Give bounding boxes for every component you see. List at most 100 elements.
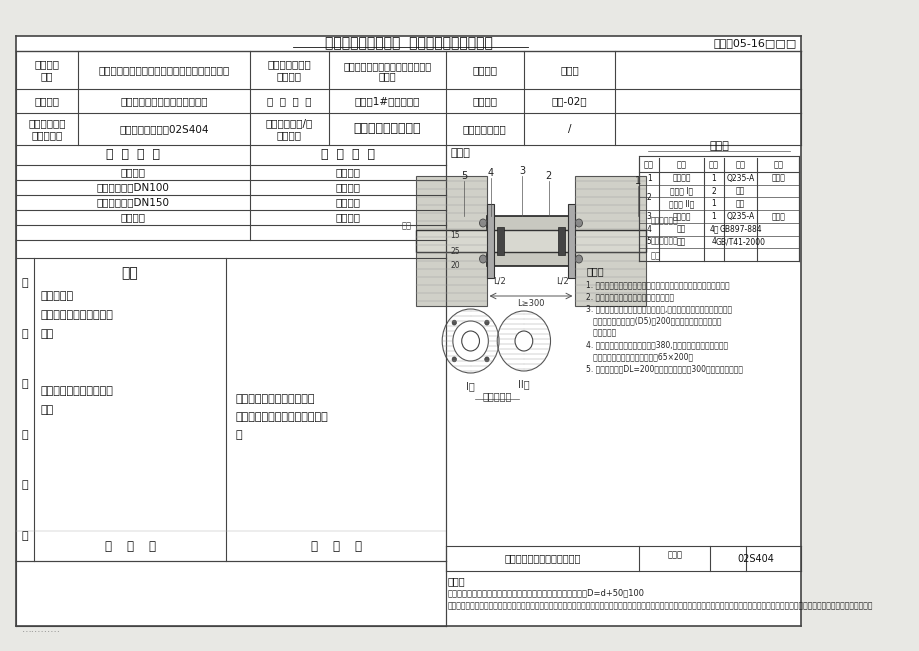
Text: 单位工程
名称: 单位工程 名称 [35, 59, 60, 81]
Text: 江克锦: 江克锦 [560, 65, 578, 75]
Text: 4: 4 [646, 225, 651, 234]
Text: 项目专业质量检查员（签: 项目专业质量检查员（签 [40, 310, 114, 320]
Text: 02S404: 02S404 [736, 553, 773, 564]
Text: 符合要求: 符合要求 [335, 212, 360, 223]
Text: 检: 检 [21, 278, 28, 288]
Text: 钢管: 钢管 [650, 251, 660, 260]
Text: GB/T41-2000: GB/T41-2000 [715, 238, 765, 247]
Bar [557, 227, 564, 255]
Text: 地下室1#梯区剪力墙: 地下室1#梯区剪力墙 [354, 96, 419, 106]
Circle shape [484, 320, 489, 325]
Text: 意: 意 [21, 480, 28, 490]
Text: 1. 套管填料材料：沥青麻丝、聚苯乙烯板、聚氯乙烯泡沫水管材料。: 1. 套管填料材料：沥青麻丝、聚苯乙烯板、聚氯乙烯泡沫水管材料。 [585, 280, 729, 289]
Text: 安装）: 安装） [378, 71, 395, 81]
Text: 4: 4 [487, 168, 494, 178]
Circle shape [574, 219, 582, 227]
Text: 备注: 备注 [773, 161, 782, 169]
Text: 年    月    日: 年 月 日 [311, 540, 361, 553]
Text: 20: 20 [450, 262, 460, 271]
Text: 钢管件: 钢管件 [770, 174, 784, 183]
Bar [415, 230, 646, 252]
Text: 2: 2 [646, 193, 651, 202]
Text: 结加厚，加厚部分的总长至少为65×200。: 结加厚，加厚部分的总长至少为65×200。 [585, 352, 692, 361]
Text: 符合要求: 符合要求 [335, 167, 360, 178]
Text: 仙岩街道农改房改造安装工程（楼平安置地块）: 仙岩街道农改房改造安装工程（楼平安置地块） [98, 65, 230, 75]
Bar [486, 216, 574, 266]
Text: 检  查  情  况: 检 查 情 况 [321, 148, 375, 161]
Text: L/2: L/2 [493, 277, 505, 286]
Text: 柔性防水套管DN100: 柔性防水套管DN100 [96, 182, 169, 193]
Text: 名）: 名） [40, 329, 54, 339]
Text: 简图：: 简图： [449, 148, 470, 158]
Text: 1: 1 [710, 212, 716, 221]
Text: 橡胶: 橡胶 [735, 199, 744, 208]
Text: 验: 验 [21, 380, 28, 389]
Text: 螺栓: 螺栓 [676, 225, 686, 234]
Text: 说明：: 说明： [585, 266, 603, 276]
Text: 分项工程名称/检
验批编号: 分项工程名称/检 验批编号 [266, 118, 312, 140]
Text: 数量: 数量 [709, 161, 718, 169]
Text: 检  查  项  目: 检 查 项 目 [106, 148, 160, 161]
Text: II截: II截 [517, 379, 529, 389]
Text: 密封圈 I型: 密封圈 I型 [669, 187, 692, 195]
Text: 密封圈 II型: 密封圈 II型 [668, 199, 694, 208]
Text: 符合要求: 符合要求 [335, 182, 360, 193]
Text: 2. 密封圈：聚氯磺丰素、聚四氟密封件。: 2. 密封圈：聚氯磺丰素、聚四氟密封件。 [585, 292, 674, 301]
Text: 编号：05-16□□□: 编号：05-16□□□ [713, 38, 797, 48]
Text: 管道穿地下室外围剪力墙，按图施工前财使刚性套管；套管直径D=d+50～100: 管道穿地下室外围剪力墙，按图施工前财使刚性套管；套管直径D=d+50～100 [447, 588, 644, 597]
Circle shape [451, 357, 456, 362]
Bar [496, 227, 504, 255]
Text: 项目专业技术负责人（签: 项目专业技术负责人（签 [40, 386, 114, 396]
Text: 套性道缘材料: 套性道缘材料 [650, 217, 678, 225]
Text: 名）: 名） [40, 405, 54, 415]
Text: 材料: 材料 [734, 161, 744, 169]
Text: 建筑给水、排水及采暖（排水管道: 建筑给水、排水及采暖（排水管道 [343, 61, 431, 71]
Text: 2: 2 [710, 187, 716, 195]
Text: 3: 3 [646, 212, 651, 221]
Text: 收: 收 [21, 430, 28, 439]
Circle shape [479, 255, 486, 263]
Text: 验  收  部  位: 验 收 部 位 [267, 96, 312, 106]
Text: 钢铸件: 钢铸件 [770, 212, 784, 221]
Text: 3. 套管管端处在通道混凝土墙截面处,固积两侧务必在混凝土墙面完成: 3. 套管管端处在通道混凝土墙截面处,固积两侧务必在混凝土墙面完成 [585, 304, 732, 313]
Text: 联系单号或日期: 联系单号或日期 [462, 124, 506, 134]
Text: 1: 1 [646, 174, 651, 183]
Text: 材料表: 材料表 [709, 141, 729, 151]
Circle shape [479, 219, 486, 227]
Circle shape [451, 320, 456, 325]
Text: ）: ） [235, 430, 242, 441]
Text: 橡胶: 橡胶 [735, 187, 744, 195]
Text: Q235-A: Q235-A [726, 212, 754, 221]
Text: 专业监理工程师（签名）：: 专业监理工程师（签名）： [235, 395, 314, 404]
Text: 4. 聚管板系混凝土墙厚度不少于380,否则应当增增一道加厚承托: 4. 聚管板系混凝土墙厚度不少于380,否则应当增增一道加厚承托 [585, 340, 727, 349]
Text: 4条: 4条 [709, 225, 718, 234]
Text: 名称: 名称 [675, 161, 686, 169]
Text: 《防水套管图集》02S404: 《防水套管图集》02S404 [119, 124, 209, 134]
Text: L≥300: L≥300 [516, 299, 544, 309]
Text: 固于墙内。: 固于墙内。 [585, 328, 616, 337]
Text: 2: 2 [545, 171, 551, 181]
Text: 柔性防水套管DN150: 柔性防水套管DN150 [96, 197, 169, 208]
Text: I截: I截 [466, 381, 474, 391]
Text: 1: 1 [634, 176, 640, 186]
Text: 15: 15 [450, 232, 460, 240]
Text: 查: 查 [21, 329, 28, 339]
Text: …………: ………… [22, 624, 62, 634]
Text: 刚性套管壁厚: 刚性套管壁厚 [650, 236, 678, 245]
Text: 见: 见 [21, 531, 28, 541]
Text: /: / [567, 124, 571, 134]
Circle shape [574, 255, 582, 263]
Text: GB897-884: GB897-884 [719, 225, 761, 234]
Text: 内壁: 内壁 [401, 221, 411, 230]
Text: 项目经理: 项目经理 [471, 65, 497, 75]
Text: 施工单位：: 施工单位： [40, 291, 74, 301]
Text: 施工图号: 施工图号 [471, 96, 497, 106]
Text: 图集号: 图集号 [666, 550, 682, 559]
Text: 给排水防水套管安装  隐蔽工程检查验收记录: 给排水防水套管安装 隐蔽工程检查验收记录 [324, 36, 492, 50]
Text: 法兰压盖: 法兰压盖 [672, 212, 690, 221]
Text: 管道材质: 管道材质 [120, 212, 145, 223]
Text: 5: 5 [646, 238, 651, 247]
Text: 水施-02修: 水施-02修 [551, 96, 587, 106]
Text: 施工单位: 施工单位 [35, 96, 60, 106]
Text: 年    月    日: 年 月 日 [105, 540, 155, 553]
